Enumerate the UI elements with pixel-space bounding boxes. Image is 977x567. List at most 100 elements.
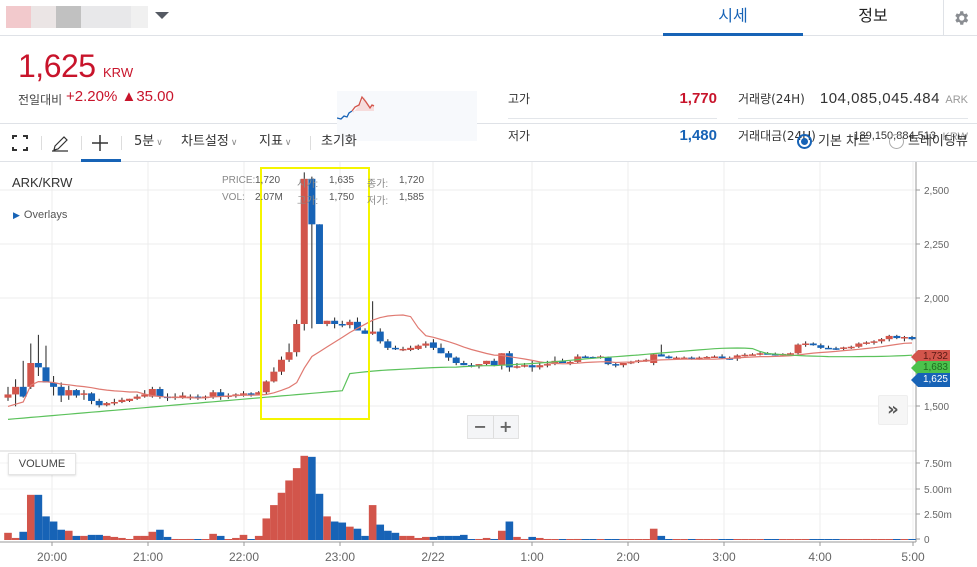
svg-text:4:00: 4:00 <box>808 550 832 564</box>
volume-label: 거래량(24H) <box>738 92 805 106</box>
interval-label: 5분 <box>134 134 155 149</box>
info-price: 1,720 <box>255 175 281 186</box>
coin-name-blurred <box>81 6 131 28</box>
svg-text:7.50m: 7.50m <box>924 459 952 470</box>
change-value: +2.20% ▲35.00 <box>66 88 174 105</box>
draw-button[interactable] <box>51 124 69 162</box>
interval-dropdown[interactable]: 5분 ∨ <box>134 124 163 162</box>
coin-name-blurred <box>6 6 31 28</box>
amount-unit: KRW <box>942 131 968 143</box>
chart-container[interactable]: 2,500 2,250 2,000 1,500 7.50m 5.00m 2.50m 0 20:0… <box>0 162 977 567</box>
low-value: 1,480 <box>679 127 717 144</box>
radio-basic-chart[interactable] <box>797 134 812 149</box>
info-open-label: 시가: <box>297 179 319 190</box>
svg-text:2,500: 2,500 <box>924 186 949 197</box>
triangle-right-icon: ▶ <box>13 210 20 220</box>
high-label: 고가 <box>508 92 531 106</box>
pair-label: ARK/KRW <box>12 175 73 190</box>
indicators-label: 지표 <box>259 134 283 149</box>
svg-text:2,000: 2,000 <box>924 294 949 305</box>
coin-dropdown-icon[interactable] <box>155 12 169 19</box>
svg-text:20:00: 20:00 <box>37 550 67 564</box>
info-high-label: 고가: <box>297 196 319 207</box>
svg-text:2.50m: 2.50m <box>924 510 952 521</box>
reset-button[interactable]: 초기화 <box>321 134 357 149</box>
coin-name-blurred <box>131 6 148 28</box>
coin-name-blurred <box>56 6 81 28</box>
chart-toolbar: 5분 ∨ 차트설정 ∨ 지표 ∨ 초기화 기본 차트 트레이딩뷰 <box>0 124 977 162</box>
chart-settings-dropdown[interactable]: 차트설정 ∨ <box>181 124 237 162</box>
fullscreen-icon <box>12 135 28 151</box>
up-arrow-icon: ▲ <box>121 88 137 105</box>
info-price-label: PRICE: <box>222 175 256 186</box>
overlays-label: Overlays <box>23 209 68 221</box>
price-currency: KRW <box>103 65 134 80</box>
info-high: 1,750 <box>329 192 355 203</box>
radio-tradingview[interactable] <box>889 134 904 149</box>
fullscreen-button[interactable] <box>12 124 28 162</box>
divider <box>81 136 82 150</box>
high-value: 1,770 <box>679 90 717 107</box>
info-vol-label: VOL: <box>222 192 245 203</box>
chart-settings-label: 차트설정 <box>181 134 229 149</box>
tradingview-label[interactable]: 트레이딩뷰 <box>908 134 968 149</box>
current-price-tag: 1,625 <box>911 373 950 387</box>
divider <box>41 136 42 150</box>
sparkline-chart <box>337 91 477 141</box>
change-amount: 35.00 <box>136 88 174 105</box>
svg-text:21:00: 21:00 <box>133 550 163 564</box>
stat-volume-24h: 거래량(24H) 104,085,045.484 ARK <box>738 84 968 119</box>
volume-value: 104,085,045.484 <box>819 90 940 107</box>
amount-label: 거래대금(24H) <box>738 129 816 143</box>
coin-name-blurred <box>31 6 56 28</box>
basic-chart-label[interactable]: 기본 차트 <box>818 134 870 149</box>
zoom-controls: − + <box>467 415 519 439</box>
active-tool-indicator <box>81 159 121 162</box>
chevron-down-icon: ∨ <box>230 138 238 148</box>
low-label: 저가 <box>508 129 531 143</box>
svg-text:2/22: 2/22 <box>421 550 445 564</box>
info-low-label: 저가: <box>367 196 389 207</box>
change-label: 전일대비 <box>18 93 63 107</box>
current-price: 1,625 <box>18 48 96 84</box>
tab-market-price[interactable]: 시세 <box>663 0 803 36</box>
svg-text:1,500: 1,500 <box>924 402 949 413</box>
crosshair-button[interactable] <box>91 124 109 162</box>
candlestick-chart[interactable]: 2,500 2,250 2,000 1,500 7.50m 5.00m 2.50m 0 20:0… <box>0 162 977 567</box>
svg-text:23:00: 23:00 <box>325 550 355 564</box>
indicators-dropdown[interactable]: 지표 ∨ <box>259 124 292 162</box>
ma-long-price-tag: 1,683 <box>911 361 950 375</box>
scroll-to-latest-button[interactable]: » <box>878 395 908 425</box>
coin-selector[interactable] <box>6 6 148 28</box>
volume-pane-label: VOLUME <box>8 453 76 475</box>
chevron-down-icon: ∨ <box>156 138 163 148</box>
pencil-icon <box>52 136 68 152</box>
svg-text:0: 0 <box>924 535 930 546</box>
divider <box>310 136 311 150</box>
gear-icon <box>954 11 968 25</box>
info-close: 1,720 <box>399 175 425 186</box>
volume-unit: ARK <box>945 94 968 106</box>
info-low: 1,585 <box>399 192 425 203</box>
stat-high: 고가 1,770 <box>508 84 717 119</box>
crosshair-icon <box>92 135 108 151</box>
settings-button[interactable] <box>943 0 977 36</box>
ma-short-price-tag: 1,732 <box>911 350 950 364</box>
info-vol: 2.07M <box>255 192 283 203</box>
divider <box>121 136 122 150</box>
info-close-label: 종가: <box>367 179 389 190</box>
svg-text:1:00: 1:00 <box>520 550 544 564</box>
overlays-toggle[interactable]: ▶ Overlays <box>13 209 67 221</box>
svg-text:2,250: 2,250 <box>924 240 949 251</box>
chevron-down-icon: ∨ <box>284 138 292 148</box>
ticker-summary: 1,625 KRW 전일대비 +2.20% ▲35.00 고가 1,770 저가… <box>0 36 977 144</box>
info-open: 1,635 <box>329 175 355 186</box>
zoom-in-button[interactable]: + <box>499 417 513 436</box>
tab-info[interactable]: 정보 <box>858 6 888 25</box>
change-percent: +2.20% <box>66 88 118 105</box>
svg-text:2:00: 2:00 <box>616 550 640 564</box>
stat-low: 저가 1,480 <box>508 121 717 151</box>
top-bar: 시세 정보 <box>0 0 977 36</box>
svg-text:3:00: 3:00 <box>712 550 736 564</box>
zoom-out-button[interactable]: − <box>468 416 494 438</box>
